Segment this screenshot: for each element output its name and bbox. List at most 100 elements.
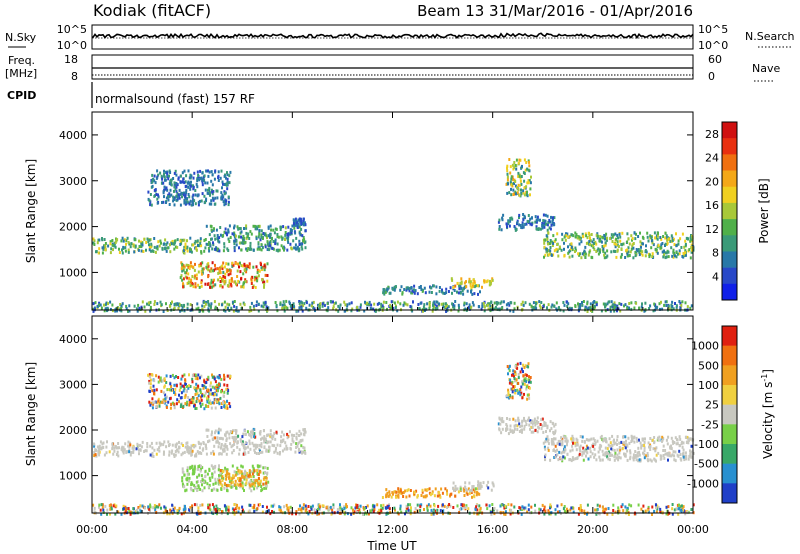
echo-cell <box>413 510 416 514</box>
echo-cell <box>127 248 130 252</box>
echo-cell <box>247 450 250 454</box>
echo-cell <box>657 436 659 440</box>
echo-cell <box>649 458 652 462</box>
echo-cell <box>590 255 593 259</box>
echo-cell <box>513 370 516 374</box>
echo-cell <box>183 303 185 307</box>
echo-cell <box>242 272 245 276</box>
echo-cell <box>169 396 172 400</box>
echo-cell <box>269 440 272 444</box>
echo-cell <box>222 249 225 253</box>
echo-cell <box>208 503 211 507</box>
echo-cell <box>519 370 522 374</box>
echo-cell <box>491 503 494 506</box>
echo-cell <box>529 380 532 384</box>
echo-cell <box>621 446 624 450</box>
echo-cell <box>540 301 543 304</box>
echo-cell <box>511 387 514 391</box>
echo-cell <box>109 300 112 304</box>
echo-cell <box>151 454 153 458</box>
echo-cell <box>460 277 463 281</box>
echo-cell <box>263 477 266 481</box>
echo-cell <box>141 241 144 245</box>
echo-cell <box>482 302 485 305</box>
echo-cell <box>214 169 217 173</box>
echo-cell <box>684 301 687 305</box>
echo-cell <box>222 182 224 186</box>
echo-cell <box>226 284 229 288</box>
echo-cell <box>243 227 245 230</box>
echo-cell <box>384 506 387 510</box>
echo-cell <box>146 237 149 241</box>
echo-cell <box>298 447 301 451</box>
echo-cell <box>124 249 127 253</box>
echo-cell <box>285 447 288 451</box>
echo-cell <box>497 301 500 305</box>
echo-cell <box>116 450 119 454</box>
echo-cell <box>198 264 201 268</box>
echo-cell <box>665 255 668 259</box>
echo-cell <box>103 238 106 241</box>
echo-cell <box>509 512 512 516</box>
echo-cell <box>225 469 228 473</box>
echo-cell <box>184 248 187 252</box>
echo-cell <box>254 286 257 289</box>
echo-cell <box>481 285 483 289</box>
echo-cell <box>556 453 559 457</box>
echo-cell <box>412 300 414 304</box>
echo-cell <box>220 436 223 440</box>
echo-cell <box>430 508 433 512</box>
echo-cell <box>201 394 204 398</box>
echo-cell <box>520 385 523 389</box>
echo-cell <box>181 374 184 378</box>
echo-cell <box>604 241 607 245</box>
echo-cell <box>272 240 275 243</box>
echo-cell <box>218 476 220 480</box>
echo-cell <box>533 419 536 423</box>
echo-cell <box>224 434 227 438</box>
echo-cell <box>168 444 170 448</box>
echo-cell <box>226 399 228 403</box>
echo-cell <box>186 466 189 470</box>
echo-cell <box>513 505 516 509</box>
echo-cell <box>496 301 498 305</box>
echo-cell <box>434 487 437 491</box>
echo-cell <box>199 469 202 473</box>
echo-cell <box>199 395 202 399</box>
echo-cell <box>200 284 203 288</box>
echo-cell <box>220 377 223 381</box>
echo-cell <box>294 220 297 224</box>
echo-cell <box>481 305 484 308</box>
echo-cell <box>217 429 220 433</box>
echo-cell <box>595 512 598 516</box>
echo-cell <box>552 422 555 426</box>
echo-cell <box>618 446 621 449</box>
echo-cell <box>220 389 223 393</box>
echo-cell <box>648 445 650 449</box>
echo-cell <box>510 187 512 191</box>
echo-cell <box>546 228 549 232</box>
echo-cell <box>298 225 301 229</box>
echo-cell <box>160 303 163 307</box>
echo-cell <box>510 183 513 187</box>
echo-cell <box>561 439 564 443</box>
echo-cell <box>519 194 522 198</box>
echo-cell <box>416 494 419 498</box>
echo-cell <box>615 243 618 247</box>
echo-cell <box>506 178 509 182</box>
echo-cell <box>460 503 463 507</box>
echo-cell <box>222 401 224 404</box>
echo-cell <box>603 256 606 260</box>
echo-cell <box>234 280 237 284</box>
echo-cell <box>687 438 690 442</box>
echo-cell <box>230 481 233 485</box>
echo-cell <box>208 249 211 253</box>
echo-cell <box>153 245 156 249</box>
echo-cell <box>180 267 183 271</box>
echo-cell <box>384 290 387 294</box>
echo-cell <box>167 177 170 181</box>
echo-cell <box>259 479 262 483</box>
echo-cell <box>563 436 566 440</box>
echo-cell <box>143 450 146 453</box>
